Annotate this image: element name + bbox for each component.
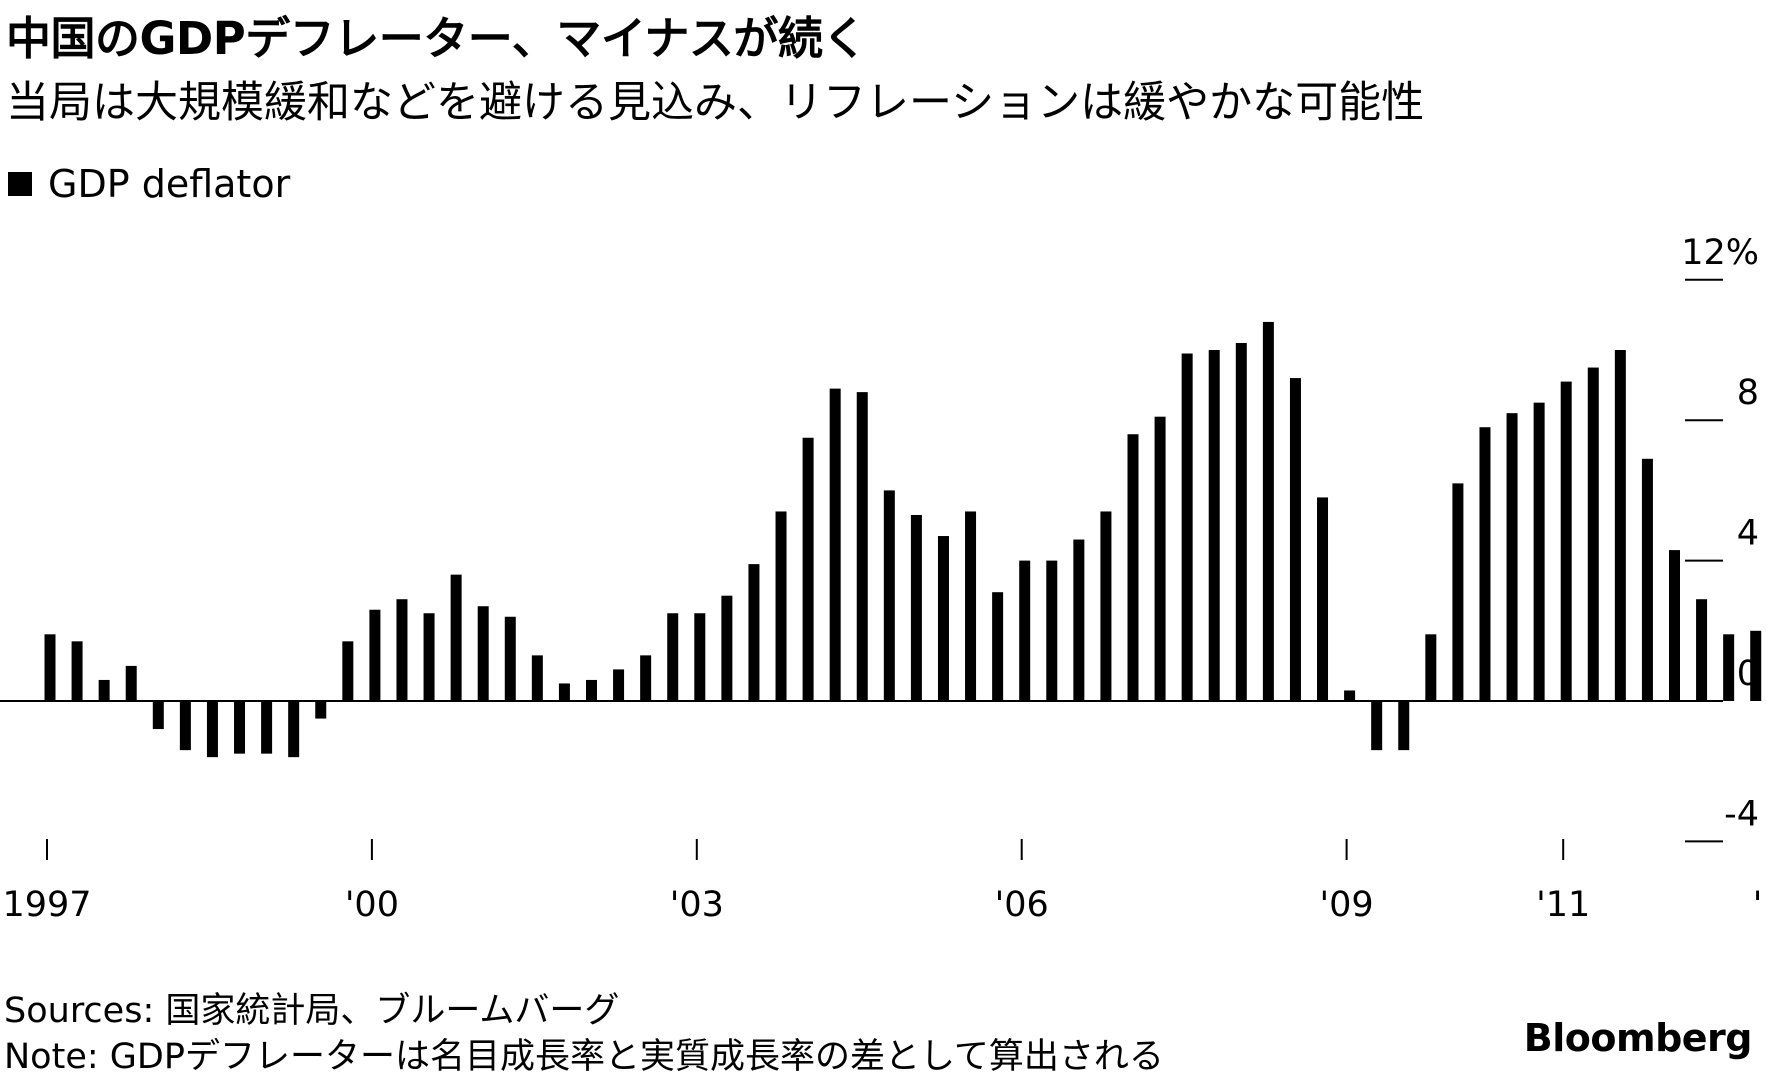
chart-title: 中国のGDPデフレーター、マイナスが続く: [6, 12, 867, 65]
x-tick-label: 1997: [2, 885, 91, 925]
bar: [450, 574, 462, 701]
bar: [1669, 550, 1680, 701]
bar: [261, 701, 273, 754]
bar: [1289, 378, 1301, 701]
bar: [965, 511, 977, 701]
bar: [1506, 413, 1518, 701]
bar: [179, 701, 191, 751]
bar: [667, 613, 679, 701]
bar: [1479, 427, 1491, 701]
x-tick-label: '09: [1320, 885, 1374, 925]
bar: [1344, 690, 1356, 701]
bar: [125, 665, 137, 701]
bar: [1371, 701, 1383, 751]
legend-label: GDP deflator: [48, 162, 291, 206]
bar: [694, 613, 706, 701]
bar: [1560, 381, 1572, 701]
bar: [1046, 560, 1058, 701]
bar: [910, 514, 922, 701]
bloomberg-logo: Bloomberg: [1523, 1016, 1753, 1060]
bar: [937, 536, 949, 701]
bar: [1181, 353, 1193, 701]
bar: [1452, 483, 1464, 701]
bar: [1750, 630, 1762, 701]
y-tick-label: 8: [1737, 373, 1759, 413]
bar: [721, 595, 733, 701]
chart-subtitle: 当局は大規模緩和などを避ける見込み、リフレーションは緩やかな可能性: [6, 78, 1425, 128]
bar: [1587, 367, 1599, 701]
bar: [1317, 497, 1329, 701]
x-tick-label: '03: [670, 885, 724, 925]
y-tick-label: 12%: [1681, 233, 1759, 273]
bar: [586, 679, 597, 701]
bar: [477, 606, 489, 701]
bar: [829, 388, 841, 701]
bar: [1696, 599, 1708, 701]
bar: [288, 701, 300, 758]
bar: [504, 616, 516, 701]
bar: [1533, 402, 1545, 701]
bar: [1641, 458, 1653, 701]
bar: [396, 599, 408, 701]
x-tick-label: '11: [1536, 885, 1590, 925]
bar: [1208, 350, 1220, 701]
legend-swatch: [8, 172, 32, 196]
bar: [44, 634, 56, 701]
bar: [748, 564, 760, 701]
bar: [1614, 350, 1626, 701]
bar: [1154, 416, 1166, 701]
x-tick-label: '00: [345, 885, 399, 925]
bar: [423, 613, 435, 701]
bar: [206, 701, 218, 758]
bar: [315, 701, 327, 719]
bar: [234, 701, 246, 754]
bar: [98, 679, 110, 701]
bar: [802, 437, 814, 701]
bar: [531, 655, 543, 701]
bar: [1100, 511, 1112, 701]
bar: [640, 655, 652, 701]
bar: [152, 701, 164, 730]
x-tick-label: '13: [1753, 885, 1766, 925]
bar: [1425, 634, 1437, 701]
bar: [992, 592, 1004, 701]
chart-plot: 12%840-41997'00'03'06'09'11'13'15'17'19'…: [0, 233, 1766, 925]
y-tick-label: 4: [1737, 514, 1759, 554]
bar: [856, 392, 868, 701]
legend: GDP deflator: [8, 162, 290, 206]
bar: [613, 669, 625, 701]
bar: [1262, 321, 1274, 701]
bar: [1073, 539, 1085, 701]
methodology-note: Note: GDPデフレーターは名目成長率と実質成長率の差として算出される: [4, 1037, 1164, 1077]
bar: [342, 641, 354, 701]
bar: [775, 511, 787, 701]
bar: [1127, 434, 1139, 701]
x-tick-label: '06: [995, 885, 1049, 925]
bar: [883, 490, 895, 701]
bar: [1235, 342, 1247, 701]
bar: [1723, 634, 1735, 701]
bar: [71, 641, 83, 701]
sources-note: Sources: 国家統計局、ブルームバーグ: [4, 991, 620, 1031]
y-tick-label: -4: [1724, 794, 1759, 834]
bar: [1398, 701, 1410, 751]
bar: [369, 609, 381, 701]
bar: [558, 683, 570, 701]
bar: [1019, 560, 1031, 701]
